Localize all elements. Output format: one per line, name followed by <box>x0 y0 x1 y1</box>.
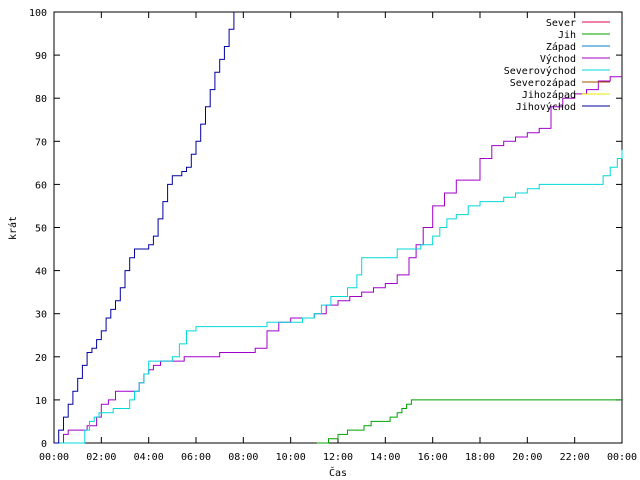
y-tick-label: 30 <box>35 310 47 321</box>
y-tick-label: 0 <box>41 439 47 450</box>
x-tick-label: 00:00 <box>607 452 637 463</box>
y-tick-label: 60 <box>35 180 47 191</box>
legend-label: Jihovýchod <box>516 101 576 113</box>
x-tick-label: 08:00 <box>228 452 258 463</box>
x-tick-label: 06:00 <box>181 452 211 463</box>
series-line-vychod <box>54 76 622 444</box>
x-tick-label: 04:00 <box>134 452 164 463</box>
series-line-jih <box>316 399 622 444</box>
x-axis-label: Čas <box>329 466 347 479</box>
legend-label: Jihozápad <box>522 89 576 101</box>
y-tick-labels: 0 10 20 30 40 50 60 70 80 90 100 <box>29 8 47 450</box>
x-tick-label: 00:00 <box>39 452 69 463</box>
legend-label: Severovýchod <box>504 65 576 77</box>
x-tick-label: 18:00 <box>465 452 495 463</box>
x-tick-label: 20:00 <box>512 452 542 463</box>
y-tick-label: 50 <box>35 224 47 235</box>
x-tick-label: 12:00 <box>323 452 353 463</box>
x-tick-labels: 00:00 02:00 04:00 06:00 08:00 10:00 12:00 14:00… <box>39 452 637 463</box>
y-tick-label: 90 <box>35 51 47 62</box>
legend-label: Západ <box>546 41 576 53</box>
y-tick-label: 20 <box>35 353 47 364</box>
series-line-jihovychod <box>54 12 235 444</box>
x-tick-label: 10:00 <box>276 452 306 463</box>
legend-label: Severozápad <box>510 77 576 89</box>
legend-label: Východ <box>540 53 576 65</box>
x-tick-label: 14:00 <box>370 452 400 463</box>
x-tick-label: 16:00 <box>418 452 448 463</box>
y-tick-label: 40 <box>35 267 47 278</box>
y-tick-label: 70 <box>35 137 47 148</box>
series-lines <box>54 12 623 444</box>
series-line-severovychod <box>54 149 623 444</box>
y-tick-label: 10 <box>35 396 47 407</box>
y-axis-label: krát <box>7 216 19 240</box>
y-tick-label: 80 <box>35 94 47 105</box>
x-tick-label: 02:00 <box>86 452 116 463</box>
y-tick-label: 100 <box>29 8 47 19</box>
legend-label: Jih <box>558 30 576 41</box>
x-tick-label: 22:00 <box>560 452 590 463</box>
legend-label: Sever <box>546 18 576 29</box>
legend: SeverJihZápadVýchodSeverovýchodSeverozáp… <box>504 18 610 113</box>
